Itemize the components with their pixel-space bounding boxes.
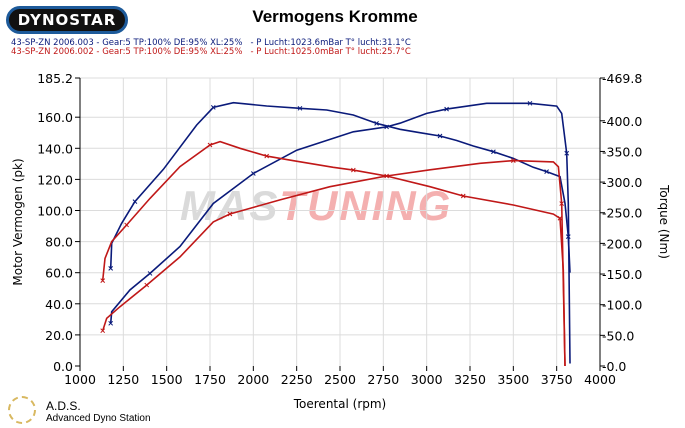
data-point	[210, 105, 216, 110]
y2-axis-label: Torque (Nm)	[657, 184, 671, 259]
y-tick-label: 185.2	[37, 71, 73, 86]
y-tick-label: 0.0	[53, 359, 73, 374]
data-point	[250, 171, 256, 176]
data-point	[147, 271, 153, 276]
data-point	[564, 150, 570, 156]
x-tick-label: 1750	[194, 372, 226, 387]
y-tick-label: 60.0	[45, 266, 73, 281]
y2-tick-label: -250.0	[602, 206, 642, 221]
data-point	[144, 282, 150, 288]
data-point	[264, 153, 270, 159]
data-point	[374, 121, 379, 126]
x-tick-label: 3250	[454, 372, 486, 387]
y-tick-label: 20.0	[45, 328, 73, 343]
x-tick-label: 2250	[281, 372, 313, 387]
y2-tick-label: -200.0	[602, 236, 642, 251]
x-tick-label: 4000	[584, 372, 616, 387]
y2-tick-label: -469.8	[602, 71, 642, 86]
chart-title: Vermogens Kromme	[252, 7, 418, 26]
data-point	[100, 328, 106, 334]
data-point	[108, 320, 114, 326]
x-tick-label: 3000	[411, 372, 443, 387]
data-point	[437, 133, 443, 139]
legend-run-2006-002: 43-SP-ZN 2006.002 - Gear:5 TP:100% DE:95…	[11, 47, 411, 57]
legend-run-2006-003: 43-SP-ZN 2006.003 - Gear:5 TP:100% DE:95…	[11, 38, 411, 48]
data-point	[227, 211, 233, 217]
y-tick-label: 40.0	[45, 297, 73, 312]
data-point	[384, 124, 389, 130]
data-point	[124, 222, 129, 228]
series-line-2	[101, 140, 566, 367]
y2-tick-label: -100.0	[602, 298, 642, 313]
series-line-3	[101, 159, 566, 367]
data-point	[510, 158, 516, 163]
data-point	[207, 142, 213, 148]
data-point	[544, 169, 549, 174]
x-tick-label: 2000	[237, 372, 269, 387]
y-tick-label: 160.0	[37, 110, 73, 125]
ads-logo-icon	[8, 396, 36, 424]
data-point	[460, 193, 466, 199]
x-tick-label: 3500	[497, 372, 529, 387]
x-axis-label: Toerental (rpm)	[293, 397, 386, 411]
y-tick-label: 100.0	[37, 203, 73, 218]
data-point	[559, 201, 565, 206]
series-line-1	[109, 102, 571, 364]
data-point	[491, 149, 496, 155]
y2-tick-label: -0.0	[602, 359, 626, 374]
y-tick-label: 120.0	[37, 172, 73, 187]
y-axis-label: Motor Vermogen (pk)	[11, 158, 25, 285]
y2-tick-label: -50.0	[602, 328, 634, 343]
data-point	[132, 199, 138, 204]
footer-subtitle: Advanced Dyno Station	[46, 413, 151, 424]
data-point	[527, 100, 533, 106]
x-tick-label: 1000	[64, 372, 96, 387]
x-tick-label: 3750	[541, 372, 573, 387]
x-tick-label: 1250	[107, 372, 139, 387]
footer-brand: A.D.S.	[46, 399, 81, 413]
y2-tick-label: -150.0	[602, 267, 642, 282]
dynostar-logo: DYNOSTAR	[6, 6, 128, 34]
y-tick-label: 140.0	[37, 141, 73, 156]
x-tick-label: 2500	[324, 372, 356, 387]
data-point	[108, 265, 114, 271]
data-point	[384, 173, 389, 179]
y-tick-label: 80.0	[45, 235, 73, 250]
x-tick-label: 1500	[151, 372, 183, 387]
data-point	[100, 278, 106, 283]
y2-tick-label: -400.0	[602, 114, 642, 129]
data-point	[297, 105, 303, 111]
data-point	[444, 106, 449, 112]
data-point	[350, 167, 356, 173]
x-tick-label: 2750	[367, 372, 399, 387]
y2-tick-label: -350.0	[602, 144, 642, 159]
y2-tick-label: -300.0	[602, 175, 642, 190]
